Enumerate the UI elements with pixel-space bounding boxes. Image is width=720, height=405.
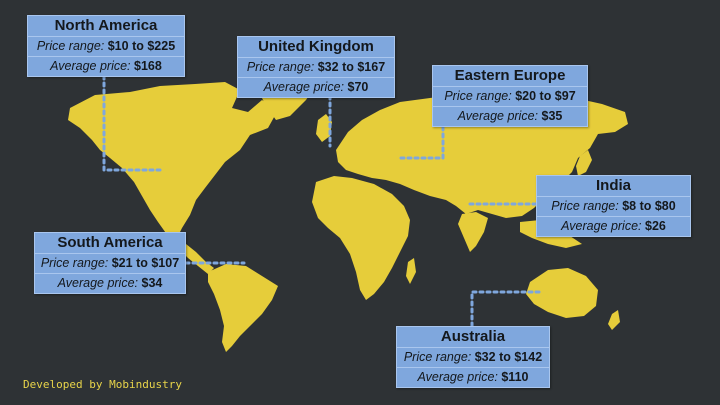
land-madagascar (406, 258, 416, 284)
price-range-value: $32 to $167 (317, 60, 386, 74)
land-africa (312, 176, 410, 300)
region-box-north-america: North America Price range: $10 to $225 A… (27, 15, 185, 77)
average-price-value: $168 (134, 59, 162, 73)
price-range-row: Price range: $21 to $107 (35, 253, 185, 273)
average-price-label: Average price: (417, 370, 498, 384)
price-range-row: Price range: $20 to $97 (433, 86, 587, 106)
price-range-row: Price range: $32 to $167 (238, 57, 394, 77)
land-india (458, 212, 488, 252)
price-range-value: $8 to $80 (622, 199, 676, 213)
region-box-south-america: South America Price range: $21 to $107 A… (34, 232, 186, 294)
region-name: United Kingdom (258, 38, 374, 55)
average-price-value: $70 (347, 80, 369, 94)
region-name: North America (54, 17, 158, 34)
average-price-label: Average price: (263, 80, 345, 94)
connector-eastern-europe (396, 118, 445, 160)
land-united-kingdom (316, 114, 332, 142)
average-price-row: Average price: $26 (537, 216, 690, 236)
average-price-label: Average price: (457, 109, 539, 123)
region-box-india: India Price range: $8 to $80 Average pri… (536, 175, 691, 237)
price-range-value: $21 to $107 (111, 256, 180, 270)
price-range-row: Price range: $10 to $225 (28, 36, 184, 56)
footer-credit: Developed by Mobindustry (23, 378, 182, 391)
price-range-value: $32 to $142 (474, 350, 543, 364)
price-range-value: $10 to $225 (107, 39, 176, 53)
connector-australia (470, 290, 542, 328)
average-price-row: Average price: $35 (433, 106, 587, 126)
price-range-label: Price range: (36, 39, 105, 53)
average-price-value: $35 (541, 109, 563, 123)
average-price-row: Average price: $34 (35, 273, 185, 293)
average-price-value: $26 (645, 219, 666, 233)
land-australia (526, 268, 598, 318)
price-range-label: Price range: (551, 199, 619, 213)
average-price-label: Average price: (57, 276, 139, 290)
land-new-zealand (608, 310, 620, 330)
average-price-row: Average price: $110 (397, 367, 549, 387)
price-range-label: Price range: (40, 256, 109, 270)
land-south-america (208, 264, 278, 352)
average-price-label: Average price: (561, 219, 642, 233)
connector-north-america (102, 74, 162, 172)
region-box-australia: Australia Price range: $32 to $142 Avera… (396, 326, 550, 388)
price-range-label: Price range: (403, 350, 472, 364)
land-north-america (68, 82, 278, 240)
price-range-label: Price range: (246, 60, 315, 74)
region-box-united-kingdom: United Kingdom Price range: $32 to $167 … (237, 36, 395, 98)
region-name: India (595, 177, 631, 194)
average-price-value: $34 (141, 276, 163, 290)
average-price-label: Average price: (50, 59, 131, 73)
region-box-eastern-europe: Eastern Europe Price range: $20 to $97 A… (432, 65, 588, 127)
price-range-value: $20 to $97 (515, 89, 576, 103)
price-range-row: Price range: $32 to $142 (397, 347, 549, 367)
price-range-row: Price range: $8 to $80 (537, 196, 690, 216)
average-price-row: Average price: $70 (238, 77, 394, 97)
average-price-row: Average price: $168 (28, 56, 184, 76)
region-name: South America (57, 234, 163, 251)
region-name: Eastern Europe (454, 67, 566, 84)
region-name: Australia (440, 328, 506, 345)
price-range-label: Price range: (444, 89, 512, 103)
land-japan (576, 150, 592, 176)
average-price-value: $110 (501, 370, 529, 384)
